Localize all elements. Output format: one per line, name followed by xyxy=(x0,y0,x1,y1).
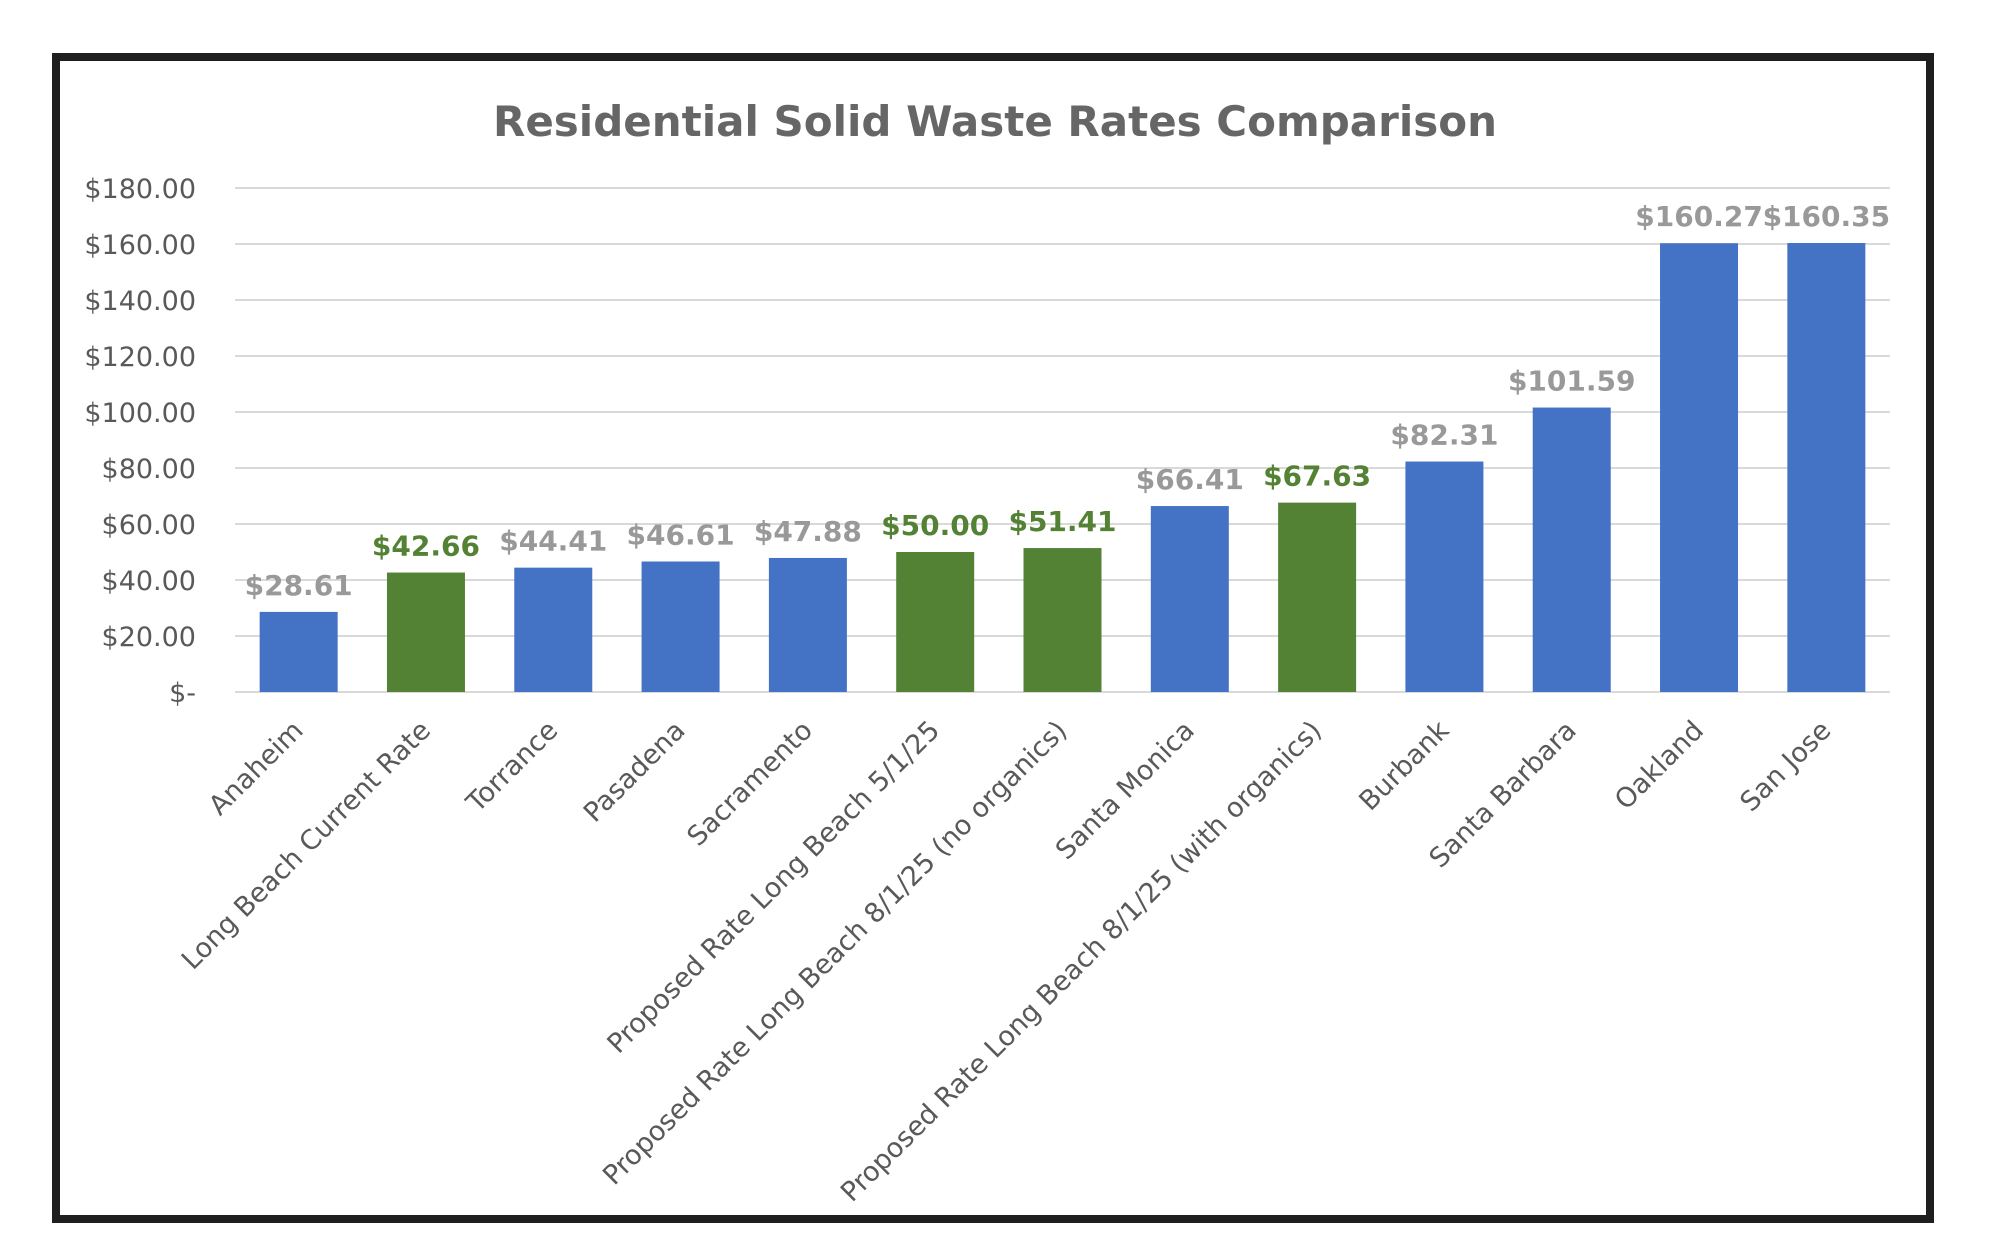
x-tick-label: Long Beach Current Rate xyxy=(176,715,437,976)
bar-10 xyxy=(1532,407,1611,692)
y-tick-label: $160.00 xyxy=(84,230,196,261)
data-label: $46.61 xyxy=(627,518,735,551)
y-tick-label: $40.00 xyxy=(102,566,196,597)
bar-3 xyxy=(641,561,720,692)
y-tick-label: $140.00 xyxy=(84,286,196,317)
bar-4 xyxy=(768,557,847,692)
data-label: $51.41 xyxy=(1008,505,1116,538)
y-axis-tick-labels: $- $20.00 $40.00 $60.00 $80.00 $100.00 $120.00… xyxy=(84,174,196,709)
x-tick-label: Anaheim xyxy=(203,715,310,822)
x-tick-label: San Jose xyxy=(1734,715,1837,818)
x-tick-label: Torrance xyxy=(460,715,564,819)
data-label: $44.41 xyxy=(499,525,607,558)
bar-12 xyxy=(1787,243,1866,692)
y-tick-label: $120.00 xyxy=(84,342,196,373)
y-tick-label: $180.00 xyxy=(84,174,196,205)
x-tick-label: Oakland xyxy=(1609,715,1710,816)
bar-2 xyxy=(514,567,593,692)
x-tick-label: Pasadena xyxy=(578,715,692,829)
bar-9 xyxy=(1405,461,1484,692)
bar-0 xyxy=(259,611,338,692)
y-tick-label: $80.00 xyxy=(102,454,196,485)
data-label: $66.41 xyxy=(1136,463,1244,496)
data-label: $82.31 xyxy=(1390,419,1498,452)
data-label: $101.59 xyxy=(1508,365,1636,398)
x-tick-label: Burbank xyxy=(1353,715,1455,817)
bar-6 xyxy=(1023,548,1102,692)
chart-frame: Residential Solid Waste Rates Comparison… xyxy=(52,53,1934,1223)
data-label: $160.35 xyxy=(1763,200,1891,233)
data-labels: $28.61 $42.66 $44.41 $46.61 $47.88 $50.00 $51.… xyxy=(245,200,1890,602)
data-label: $28.61 xyxy=(245,569,353,602)
bars xyxy=(259,243,1866,692)
data-label: $160.27 xyxy=(1635,200,1763,233)
data-label: $67.63 xyxy=(1263,460,1371,493)
data-label: $42.66 xyxy=(372,530,480,563)
x-tick-label: Proposed Rate Long Beach 8/1/25 (no orga… xyxy=(597,715,1073,1191)
data-label: $50.00 xyxy=(881,509,989,542)
x-tick-label: Sacramento xyxy=(681,715,818,852)
gridlines xyxy=(235,187,1890,693)
chart-title: Residential Solid Waste Rates Comparison xyxy=(493,97,1497,146)
bar-1 xyxy=(386,572,465,692)
bar-7 xyxy=(1150,506,1229,692)
bar-5 xyxy=(896,552,975,692)
bar-chart: Residential Solid Waste Rates Comparison… xyxy=(84,97,1890,1208)
y-tick-label: $60.00 xyxy=(102,510,196,541)
data-label: $47.88 xyxy=(754,515,862,548)
bar-8 xyxy=(1278,502,1357,692)
y-tick-label: $20.00 xyxy=(102,622,196,653)
y-tick-label: $100.00 xyxy=(84,398,196,429)
x-tick-label: Proposed Rate Long Beach 8/1/25 (with or… xyxy=(835,715,1328,1208)
y-tick-label: $- xyxy=(169,678,196,709)
bar-11 xyxy=(1660,243,1739,692)
